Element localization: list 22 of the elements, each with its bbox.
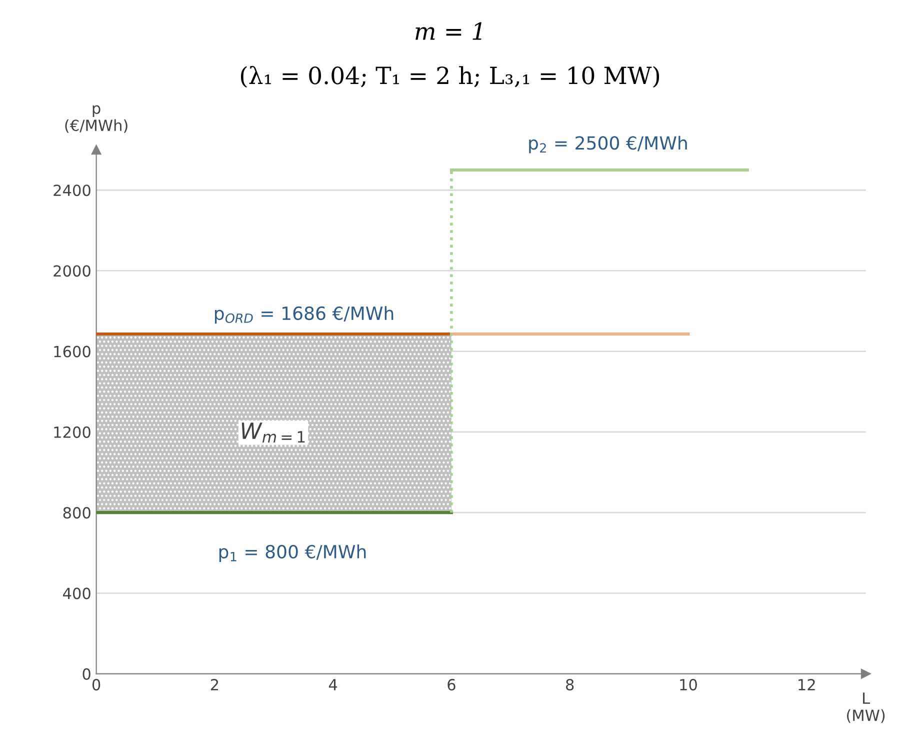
- y-tick-label: 1600: [54, 346, 90, 358]
- x-tick-label: 2: [210, 678, 218, 690]
- chart-subtitle: (λ₁ = 0.04; T₁ = 2 h; L₃,₁ = 10 MW): [240, 66, 660, 88]
- y-tick-label: 2000: [54, 265, 90, 277]
- x-tick-label: 8: [566, 678, 574, 690]
- y-tick-label: 1200: [54, 426, 90, 438]
- x-tick-label: 10: [680, 678, 697, 690]
- y-tick-label: 400: [63, 588, 90, 600]
- x-axis-title: L (MW): [847, 692, 885, 723]
- annotation: p$_{2}$ = 2500 €/MWh: [529, 136, 687, 154]
- annotation: p$_{ORD}$ = 1686 €/MWh: [214, 306, 394, 324]
- annotation: W$_{m=1}$: [242, 422, 305, 443]
- annotation: p$_{1}$ = 800 €/MWh: [219, 544, 366, 562]
- y-tick-label: 2400: [54, 184, 90, 196]
- x-tick-label: 6: [448, 678, 456, 690]
- x-tick-label: 4: [328, 679, 338, 690]
- chart-title: m = 1: [416, 22, 482, 40]
- y-tick-label: 0: [82, 668, 90, 680]
- x-tick-label: 0: [92, 678, 100, 690]
- y-tick-label: 800: [63, 507, 90, 519]
- x-tick-label: 12: [798, 678, 815, 690]
- y-axis-title: p (€/MWh): [65, 105, 128, 133]
